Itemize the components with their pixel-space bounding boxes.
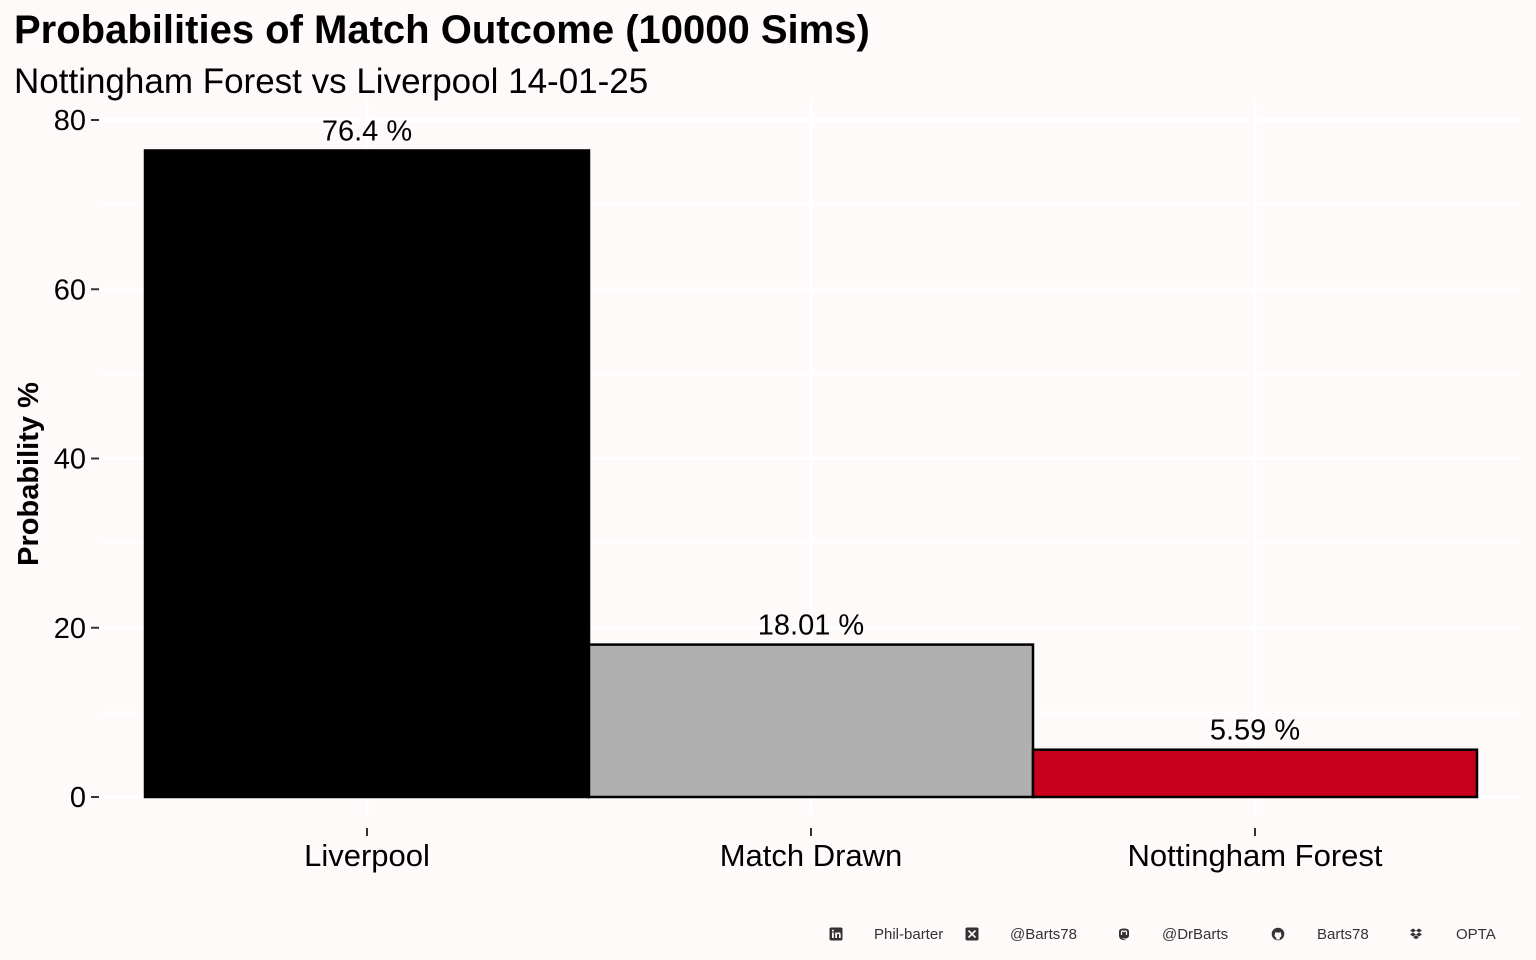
y-tick-label: 40 — [54, 444, 86, 476]
x-tick-label: Match Drawn — [720, 838, 903, 873]
bars — [143, 149, 1479, 799]
chart-subtitle: Nottingham Forest vs Liverpool 14-01-25 — [14, 62, 649, 101]
x-tick-label: Liverpool — [304, 838, 430, 873]
data-label: 76.4 % — [322, 115, 412, 147]
x-handle[interactable]: @Barts78 — [1010, 926, 1077, 943]
chart-title: Probabilities of Match Outcome (10000 Si… — [14, 8, 870, 52]
data-label: 5.59 % — [1210, 715, 1300, 747]
mastodon-icon[interactable] — [1117, 927, 1131, 941]
y-tick-label: 0 — [70, 782, 86, 814]
x-tick-label: Nottingham Forest — [1128, 838, 1383, 873]
dropbox-icon[interactable] — [1409, 927, 1423, 941]
github-handle[interactable]: Barts78 — [1317, 926, 1369, 943]
bar-match-drawn — [587, 643, 1035, 799]
x-axis: Liverpool Match Drawn Nottingham Forest — [304, 828, 1383, 873]
github-icon[interactable] — [1271, 927, 1285, 941]
y-axis-label: Probability % — [13, 382, 45, 566]
data-labels: 76.4 % 18.01 % 5.59 % — [322, 115, 1300, 746]
mastodon-handle[interactable]: @DrBarts — [1162, 926, 1229, 943]
bar-nottingham-forest — [1031, 748, 1479, 799]
data-source: OPTA — [1456, 926, 1496, 943]
x-icon[interactable] — [965, 927, 979, 941]
y-tick-label: 80 — [54, 105, 86, 137]
data-label: 18.01 % — [758, 610, 864, 642]
linkedin-icon[interactable] — [829, 927, 843, 941]
y-tick-label: 60 — [54, 274, 86, 306]
linkedin-handle[interactable]: Phil-barter — [874, 926, 944, 943]
y-axis: 0 20 40 60 80 — [54, 105, 99, 814]
y-tick-label: 20 — [54, 613, 86, 645]
bar-chart: 76.4 % 18.01 % 5.59 % 0 20 40 60 80 Liverpool M… — [13, 105, 1479, 873]
bar-liverpool — [143, 149, 591, 799]
credits-footer: Phil-barter @Barts78 @DrBarts Barts78 OP… — [0, 922, 1536, 950]
